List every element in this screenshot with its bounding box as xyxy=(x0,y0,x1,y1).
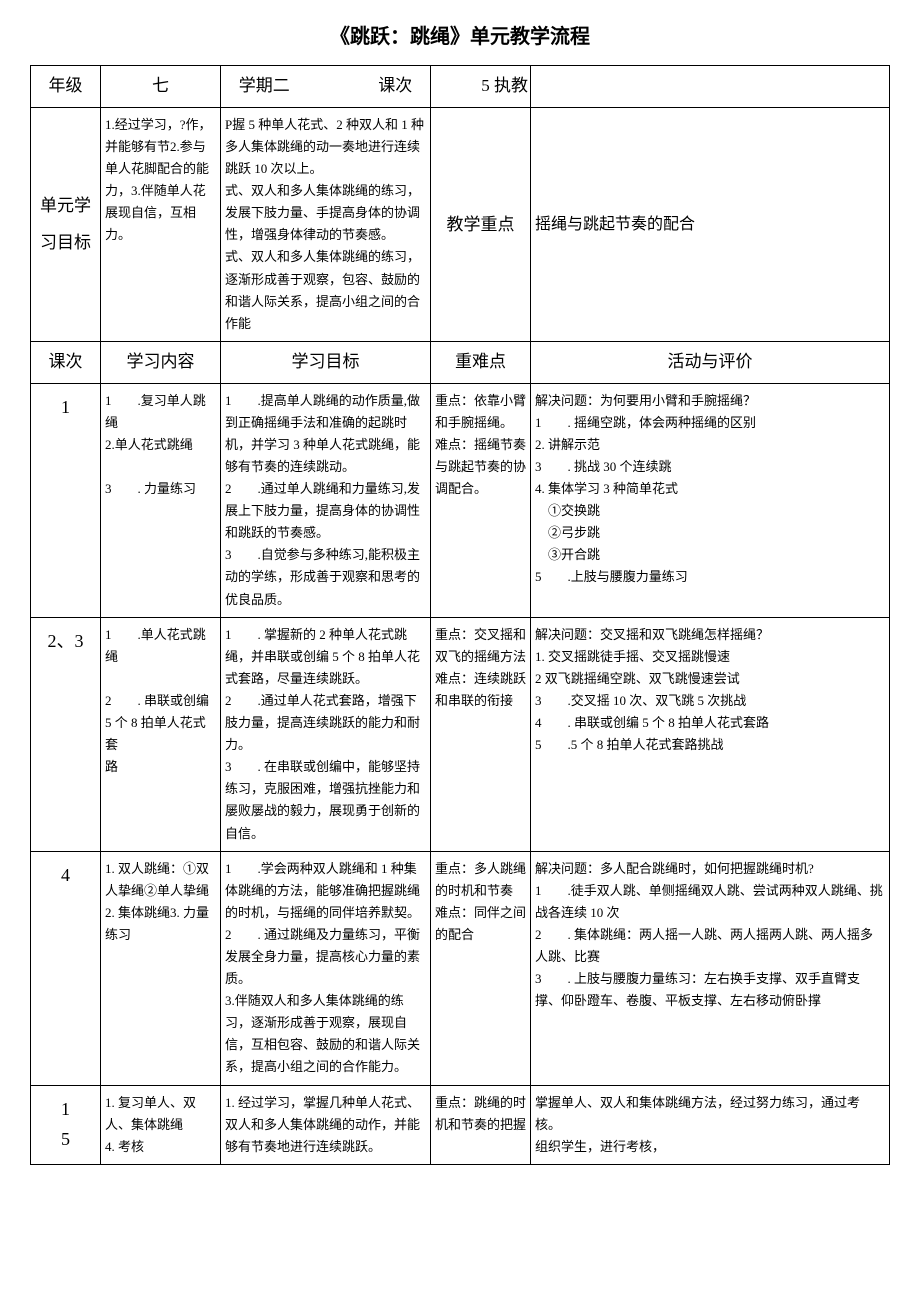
lesson-goal: 1 .提高单人跳绳的动作质量,做到正确摇绳手法和准确的起跳时机，并学习 3 种单… xyxy=(221,383,431,617)
lesson-num: 1 xyxy=(31,383,101,617)
lesson-key: 重点：跳绳的时机和节奏的把握 xyxy=(431,1085,531,1164)
lesson-row: 4 1. 双人跳绳：①双人挚绳②单人挚绳 2. 集体跳绳3. 力量练习 1 .学… xyxy=(31,851,890,1085)
unit-goal-col1: 1.经过学习，?作，并能够有节2.参与单人花脚配合的能力，3.伴随单人花展现自信… xyxy=(101,107,221,341)
lesson-count-value: 5 xyxy=(481,76,490,95)
unit-goal-col2: P握 5 种单人花式、2 种双人和 1 种多人集体跳绳的动一奏地进行连续跳跃 1… xyxy=(221,107,431,341)
semester-lesson: 学期二 课次 xyxy=(221,66,431,108)
lesson-key: 重点：多人跳绳的时机和节奏 难点：同伴之间的配合 xyxy=(431,851,531,1085)
unit-goal-label: 单元学习目标 xyxy=(31,107,101,341)
lesson-content: 1 .单人花式跳绳 2 . 串联或创编 5 个 8 拍单人花式套 路 xyxy=(101,617,221,851)
col-lesson-num: 课次 xyxy=(31,341,101,383)
lesson-content: 1 .复习单人跳绳 2.单人花式跳绳 3 . 力量练习 xyxy=(101,383,221,617)
lesson-row: 1 5 1. 复习单人、双人、集体跳绳 4. 考核 1. 经过学习，掌握几种单人… xyxy=(31,1085,890,1164)
header-row: 年级 七 学期二 课次 5 执教 xyxy=(31,66,890,108)
page-title: 《跳跃：跳绳》单元教学流程 xyxy=(30,20,890,49)
col-key: 重难点 xyxy=(431,341,531,383)
col-goal: 学习目标 xyxy=(221,341,431,383)
lesson-goal: 1 . 掌握新的 2 种单人花式跳绳，并串联或创编 5 个 8 拍单人花式套路，… xyxy=(221,617,431,851)
lesson-activity: 掌握单人、双人和集体跳绳方法，经过努力练习，通过考核。 组织学生，进行考核， xyxy=(531,1085,890,1164)
lesson-count-teacher: 5 执教 xyxy=(431,66,531,108)
lesson-goal: 1 .学会两种双人跳绳和 1 种集体跳绳的方法，能够准确把握跳绳的时机，与摇绳的… xyxy=(221,851,431,1085)
lesson-key: 重点：依靠小臂和手腕摇绳。 难点：摇绳节奏与跳起节奏的协调配合。 xyxy=(431,383,531,617)
unit-key-label: 教学重点 xyxy=(431,107,531,341)
col-content: 学习内容 xyxy=(101,341,221,383)
lesson-goal: 1. 经过学习，掌握几种单人花式、双人和多人集体跳绳的动作，并能够有节奏地进行连… xyxy=(221,1085,431,1164)
unit-goal-row: 单元学习目标 1.经过学习，?作，并能够有节2.参与单人花脚配合的能力，3.伴随… xyxy=(31,107,890,341)
lesson-num: 4 xyxy=(31,851,101,1085)
lesson-activity: 解决问题：交叉摇和双飞跳绳怎样摇绳？ 1. 交叉摇跳徒手摇、交叉摇跳慢速 2 双… xyxy=(531,617,890,851)
col-activity: 活动与评价 xyxy=(531,341,890,383)
column-header-row: 课次 学习内容 学习目标 重难点 活动与评价 xyxy=(31,341,890,383)
lesson-content: 1. 复习单人、双人、集体跳绳 4. 考核 xyxy=(101,1085,221,1164)
semester-label: 学期二 xyxy=(239,76,290,95)
lesson-key: 重点：交叉摇和双飞的摇绳方法难点：连续跳跃和串联的衔接 xyxy=(431,617,531,851)
teacher-label: 执教 xyxy=(494,76,528,95)
unit-key-value: 摇绳与跳起节奏的配合 xyxy=(531,107,890,341)
lesson-row: 1 1 .复习单人跳绳 2.单人花式跳绳 3 . 力量练习 1 .提高单人跳绳的… xyxy=(31,383,890,617)
grade-value: 七 xyxy=(101,66,221,108)
lesson-activity: 解决问题：多人配合跳绳时，如何把握跳绳时机? 1 .徒手双人跳、单侧摇绳双人跳、… xyxy=(531,851,890,1085)
lesson-content: 1. 双人跳绳：①双人挚绳②单人挚绳 2. 集体跳绳3. 力量练习 xyxy=(101,851,221,1085)
teacher-value xyxy=(531,66,890,108)
grade-label: 年级 xyxy=(31,66,101,108)
lesson-count-label: 课次 xyxy=(378,76,412,95)
lesson-num: 2、3 xyxy=(31,617,101,851)
lesson-plan-table: 年级 七 学期二 课次 5 执教 单元学习目标 1.经过学习，?作，并能够有节2… xyxy=(30,65,890,1165)
lesson-num: 1 5 xyxy=(31,1085,101,1164)
lesson-row: 2、3 1 .单人花式跳绳 2 . 串联或创编 5 个 8 拍单人花式套 路 1… xyxy=(31,617,890,851)
lesson-activity: 解决问题：为何要用小臂和手腕摇绳？ 1 . 摇绳空跳，体会两种摇绳的区别 2. … xyxy=(531,383,890,617)
